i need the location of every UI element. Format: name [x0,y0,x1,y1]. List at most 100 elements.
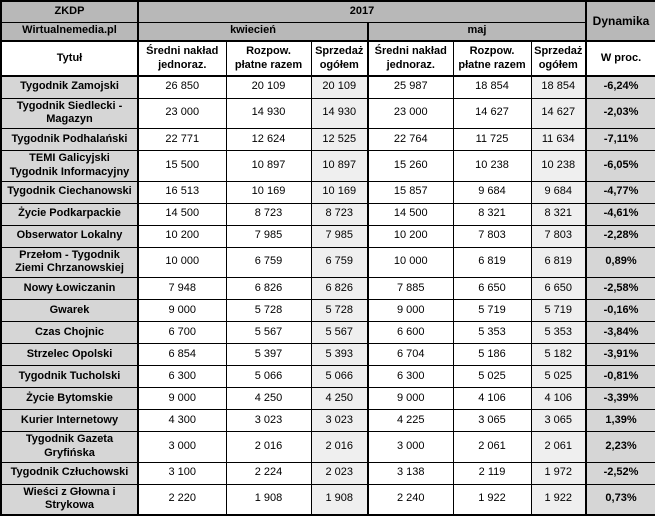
cell-value: 6 704 [367,343,454,366]
cell-value: 6 600 [367,321,454,344]
table-row: Obserwator Lokalny 10 200 7 985 7 985 10 200… [0,224,655,248]
cell-dynamics: 0,89% [585,246,655,278]
cell-value: 4 250 [310,387,369,410]
cell-value: 4 300 [137,409,227,432]
cell-value: 5 186 [452,343,532,366]
cell-value: 6 650 [530,277,587,300]
month-may-label: maj [366,21,587,42]
cell-value: 22 771 [137,128,227,151]
cell-dynamics: -2,03% [585,97,655,129]
cell-value: 2 240 [367,483,454,516]
cell-value: 4 225 [367,409,454,432]
cell-value: 9 000 [137,387,227,410]
cell-value: 5 066 [310,365,369,388]
percent-column-header: W proc. [585,40,655,77]
cell-value: 2 016 [225,431,312,463]
cell-dynamics: 2,23% [585,431,655,463]
table-row: Strzelec Opolski 6 854 5 397 5 393 6 704 5 18… [0,343,655,366]
cell-value: 2 061 [530,431,587,463]
cell-value: 3 065 [530,409,587,432]
cell-value: 2 061 [452,431,532,463]
cell-title: Tygodnik Podhalański [0,128,139,151]
cell-value: 20 109 [310,75,369,99]
cell-value: 23 000 [137,97,227,129]
cell-value: 6 826 [225,277,312,300]
cell-value: 5 025 [452,365,532,388]
cell-title: Życie Bytomskie [0,387,139,410]
cell-value: 20 109 [225,75,312,99]
cell-title: Nowy Łowiczanin [0,277,139,300]
header-row-top: ZKDP 2017 Dynamika [0,0,655,42]
cell-dynamics: -2,28% [585,224,655,248]
title-column-header: Tytuł [0,40,139,77]
cell-value: 15 857 [367,180,454,204]
cell-title: Tygodnik Tucholski [0,365,139,388]
cell-title: Czas Chojnic [0,321,139,344]
cell-value: 7 803 [452,224,532,248]
cell-value: 6 759 [225,246,312,278]
cell-value: 1 922 [452,483,532,516]
cell-value: 4 106 [530,387,587,410]
cell-value: 6 700 [137,321,227,344]
cell-dynamics: -0,16% [585,299,655,322]
cell-value: 5 397 [225,343,312,366]
cell-title: Tygodnik Człuchowski [0,461,139,485]
table-header: ZKDP 2017 Dynamika Wirtualnemedia.pl kwi… [0,0,655,77]
cell-value: 1 908 [310,483,369,516]
cell-value: 10 000 [137,246,227,278]
cell-value: 11 725 [452,128,532,151]
cell-value: 7 803 [530,224,587,248]
cell-value: 7 985 [310,224,369,248]
column-header-paid-dist-april: Rozpow. płatne razem [225,40,312,77]
cell-value: 15 500 [137,150,227,182]
cell-value: 2 220 [137,483,227,516]
cell-value: 10 238 [530,150,587,182]
cell-dynamics: -3,91% [585,343,655,366]
cell-value: 7 948 [137,277,227,300]
cell-dynamics: -4,77% [585,180,655,204]
cell-value: 2 119 [452,461,532,485]
zkdp-label: ZKDP [0,0,139,23]
cell-title: Kurier Internetowy [0,409,139,432]
cell-value: 10 238 [452,150,532,182]
cell-dynamics: -0,81% [585,365,655,388]
cell-title: Życie Podkarpackie [0,202,139,226]
cell-title: Przełom - Tygodnik Ziemi Chrzanowskiej [0,246,139,278]
cell-value: 10 200 [137,224,227,248]
cell-value: 10 169 [225,180,312,204]
cell-value: 5 353 [452,321,532,344]
table-row: Przełom - Tygodnik Ziemi Chrzanowskiej 10… [0,246,655,278]
cell-value: 6 826 [310,277,369,300]
cell-value: 26 850 [137,75,227,99]
cell-value: 4 250 [225,387,312,410]
cell-value: 14 500 [137,202,227,226]
cell-value: 5 728 [225,299,312,322]
cell-title: Tygodnik Siedlecki - Magazyn [0,97,139,129]
cell-value: 9 684 [452,180,532,204]
cell-dynamics: -7,11% [585,128,655,151]
column-header-total-sales-april: Sprzedaż ogółem [310,40,369,77]
cell-dynamics: -6,24% [585,75,655,99]
cell-value: 6 819 [452,246,532,278]
cell-dynamics: 1,39% [585,409,655,432]
cell-value: 4 106 [452,387,532,410]
table-row: Tygodnik Człuchowski 3 100 2 224 2 023 3 138… [0,461,655,485]
column-header-paid-dist-may: Rozpow. płatne razem [452,40,532,77]
cell-value: 3 138 [367,461,454,485]
cell-value: 23 000 [367,97,454,129]
source-label: Wirtualnemedia.pl [0,21,139,42]
table-row: Tygodnik Podhalański 22 771 12 624 12 525 22… [0,128,655,151]
cell-value: 8 321 [530,202,587,226]
cell-value: 6 759 [310,246,369,278]
cell-value: 14 500 [367,202,454,226]
table-row: Czas Chojnic 6 700 5 567 5 567 6 600 5 353 5 3… [0,321,655,344]
column-header-avg-print-may: Średni nakład jednoraz. [367,40,454,77]
cell-value: 1 922 [530,483,587,516]
cell-value: 6 300 [137,365,227,388]
cell-value: 9 684 [530,180,587,204]
cell-dynamics: -3,39% [585,387,655,410]
cell-value: 3 023 [225,409,312,432]
cell-dynamics: -6,05% [585,150,655,182]
cell-value: 10 200 [367,224,454,248]
cell-dynamics: -4,61% [585,202,655,226]
